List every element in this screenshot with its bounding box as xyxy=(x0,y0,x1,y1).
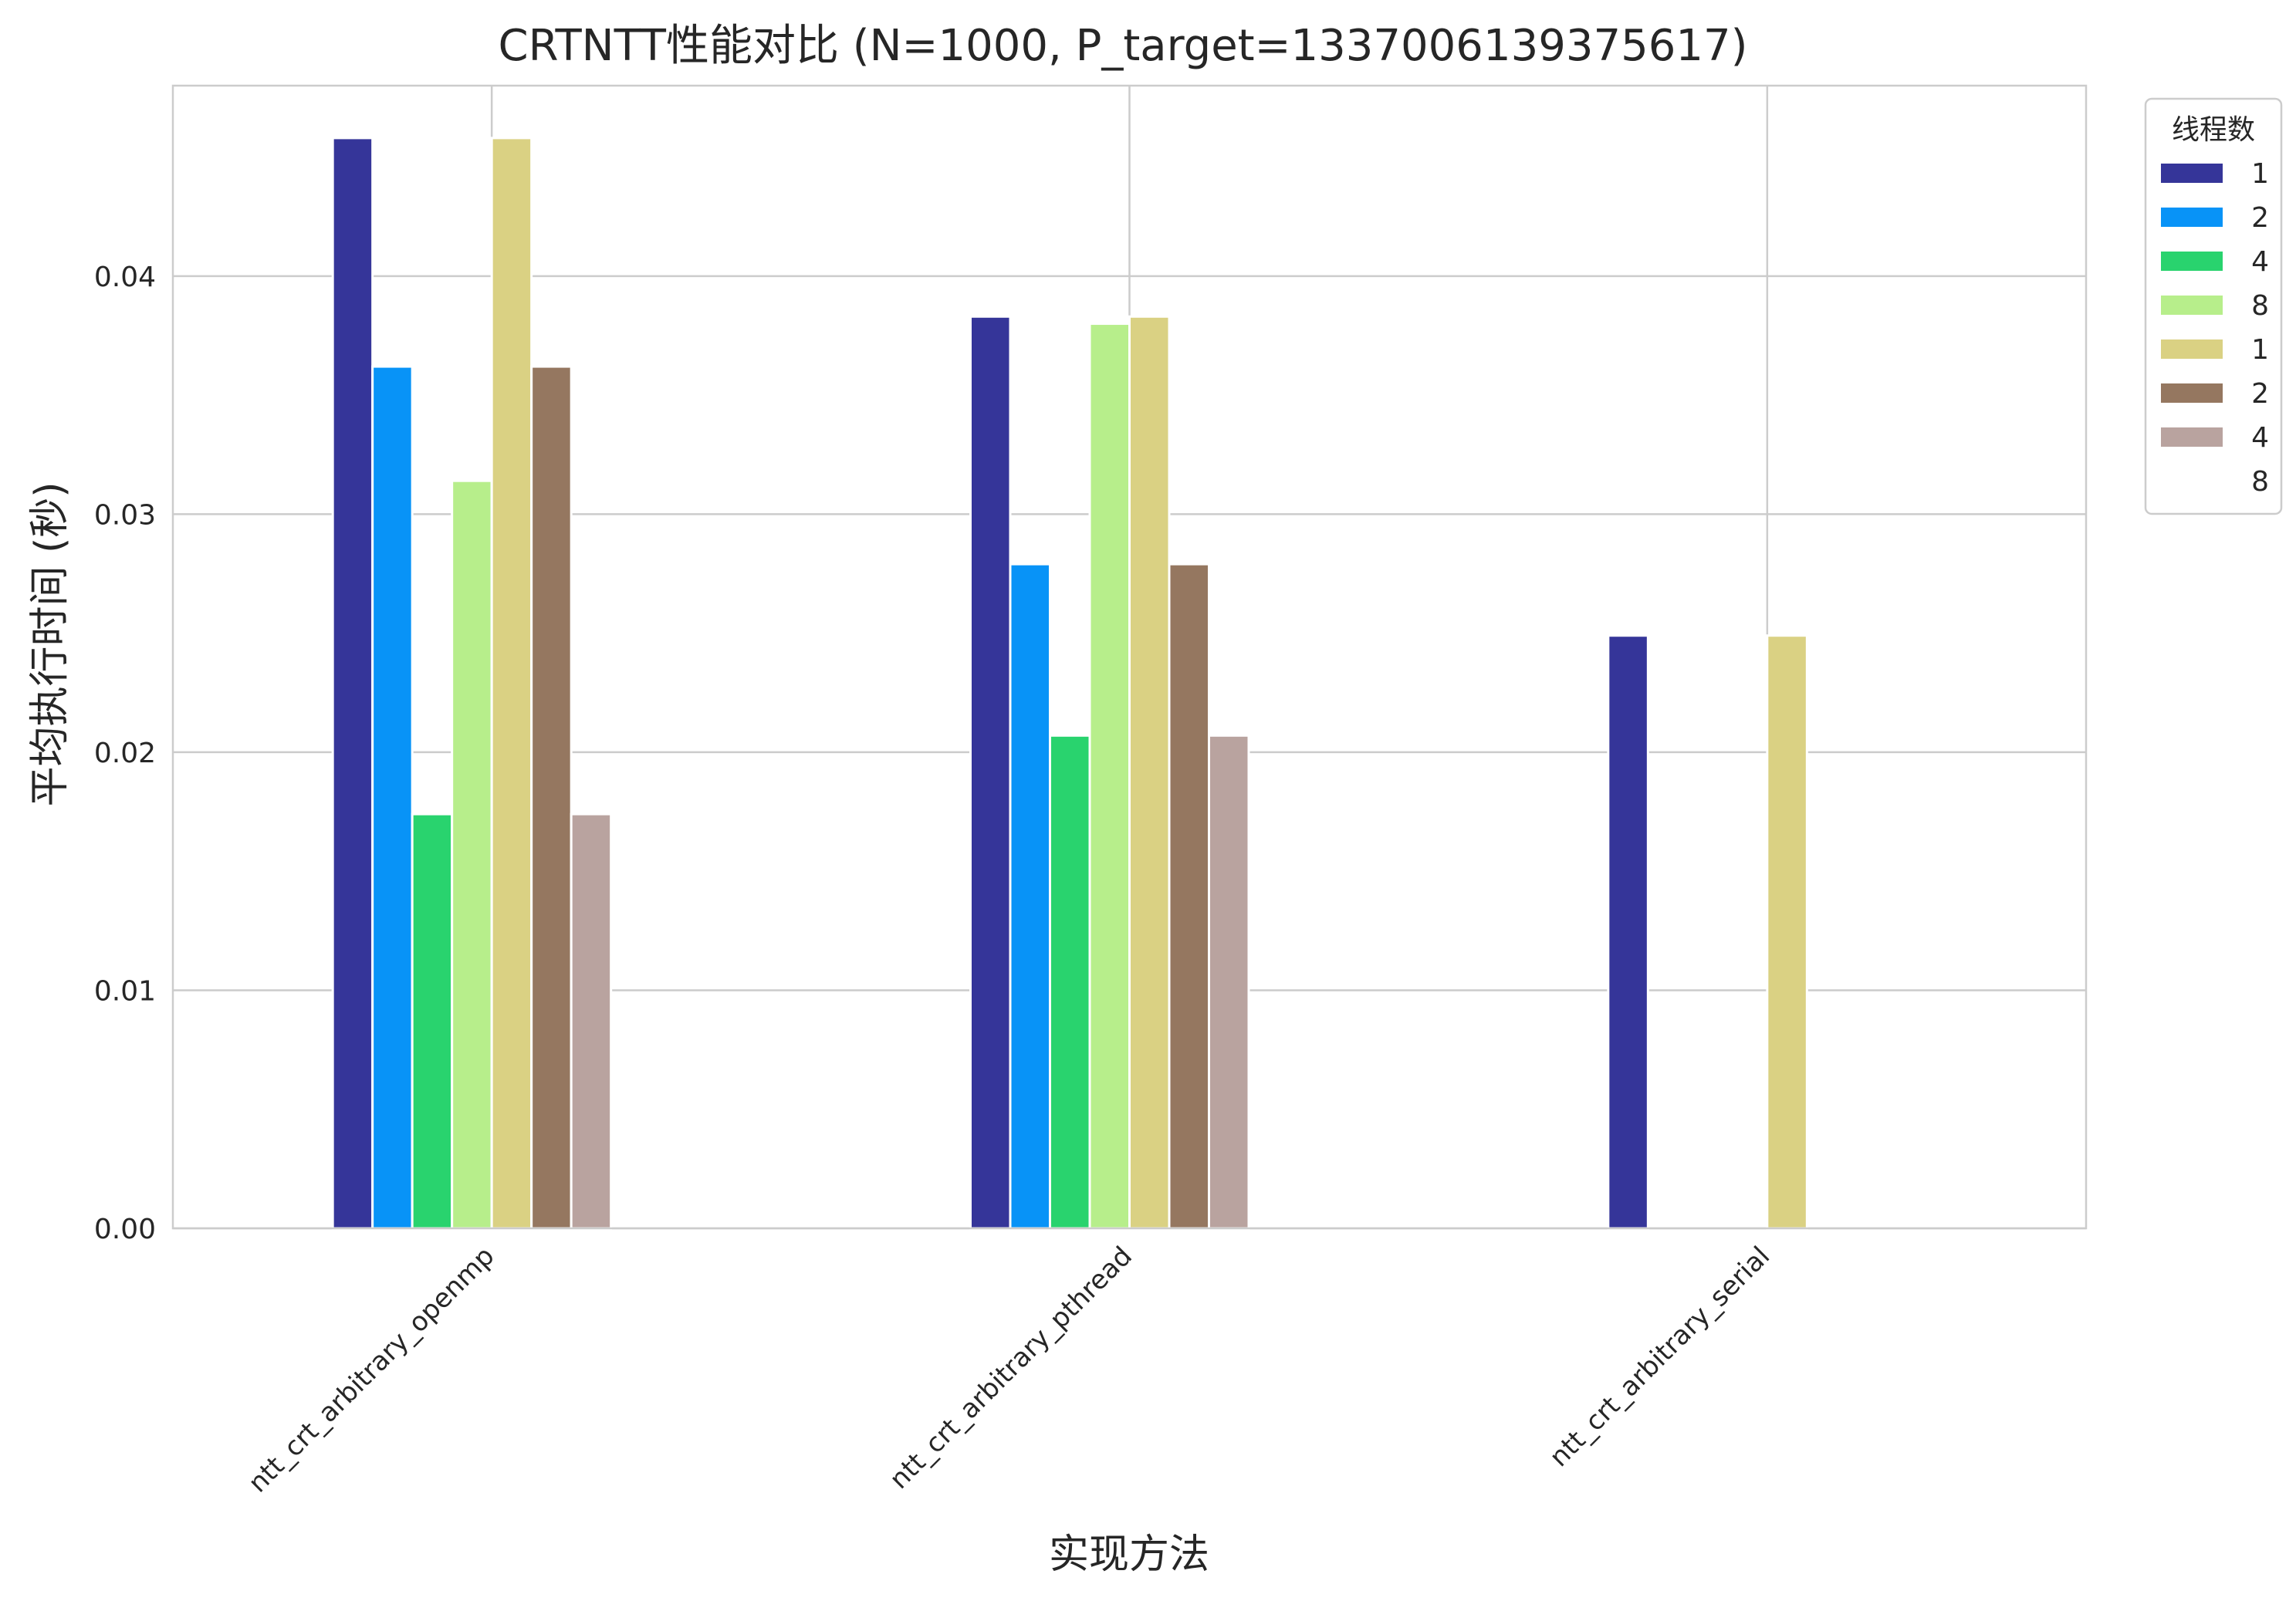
bar xyxy=(1049,734,1091,1230)
legend-swatch xyxy=(2161,427,2223,447)
legend-entry-label: 1 xyxy=(2251,334,2269,366)
legend-entry-label: 4 xyxy=(2251,422,2269,454)
legend-swatch xyxy=(2161,252,2223,271)
bar xyxy=(1088,323,1131,1230)
y-tick-label: 0.04 xyxy=(94,262,156,293)
bar xyxy=(1128,315,1171,1230)
legend-swatch xyxy=(2161,339,2223,359)
bar xyxy=(451,479,493,1230)
legend-swatch xyxy=(2161,208,2223,227)
legend-swatch xyxy=(2161,164,2223,183)
bar xyxy=(331,137,374,1230)
y-axis-ticks: 0.00 0.01 0.02 0.03 0.04 xyxy=(94,262,156,1245)
legend-entry-label: 2 xyxy=(2251,202,2269,234)
legend-swatch xyxy=(2161,383,2223,403)
legend-swatch xyxy=(2161,296,2223,315)
bar xyxy=(1168,562,1210,1230)
legend-entry-label: 8 xyxy=(2251,290,2269,322)
chart-title: CRTNTT性能对比 (N=1000, P_target=13370061393… xyxy=(499,21,1748,71)
legend-swatch xyxy=(2161,471,2223,491)
bar xyxy=(1607,634,1649,1230)
legend-title: 线程数 xyxy=(2172,114,2255,146)
bar xyxy=(969,315,1012,1230)
y-axis-label: 平均执行时间 (秒) xyxy=(27,481,73,806)
bar xyxy=(530,365,573,1230)
bar xyxy=(1766,634,1808,1230)
legend-entry-label: 1 xyxy=(2251,158,2269,190)
bar xyxy=(1009,562,1051,1230)
legend-entry-label: 8 xyxy=(2251,466,2269,498)
plot-frame xyxy=(171,84,2088,1230)
bar xyxy=(371,365,414,1230)
y-tick-label: 0.00 xyxy=(94,1214,156,1245)
y-tick-label: 0.03 xyxy=(94,499,156,531)
bar xyxy=(570,812,613,1230)
bar xyxy=(411,812,454,1230)
y-tick-label: 0.02 xyxy=(94,738,156,769)
y-tick-label: 0.01 xyxy=(94,975,156,1007)
legend-entry-label: 4 xyxy=(2251,246,2269,278)
bar xyxy=(490,137,533,1230)
bar xyxy=(1208,734,1250,1230)
legend-entry-label: 2 xyxy=(2251,378,2269,410)
x-axis-label: 实现方法 xyxy=(1049,1532,1209,1578)
